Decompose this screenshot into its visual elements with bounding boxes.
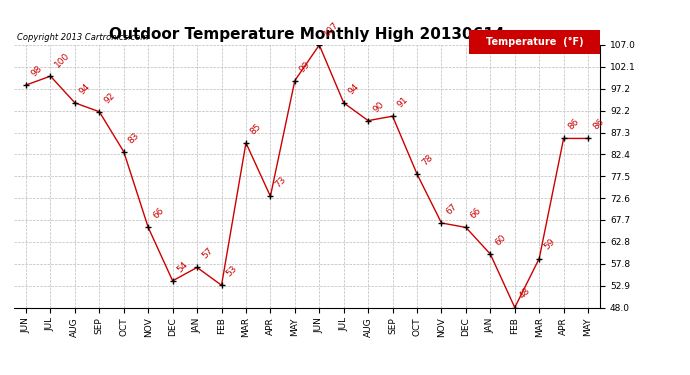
Text: 60: 60 bbox=[493, 233, 508, 248]
Text: 92: 92 bbox=[102, 91, 117, 105]
Text: 98: 98 bbox=[29, 64, 43, 78]
Text: 94: 94 bbox=[346, 82, 361, 96]
Text: 100: 100 bbox=[53, 51, 72, 69]
Text: 67: 67 bbox=[444, 202, 459, 216]
Text: 48: 48 bbox=[518, 286, 532, 301]
Text: Copyright 2013 Cartronics.com: Copyright 2013 Cartronics.com bbox=[17, 33, 148, 42]
Text: 66: 66 bbox=[151, 206, 166, 221]
Text: 86: 86 bbox=[591, 117, 606, 132]
Text: 90: 90 bbox=[371, 99, 386, 114]
Text: 66: 66 bbox=[469, 206, 483, 221]
Text: 78: 78 bbox=[420, 153, 435, 167]
Text: 85: 85 bbox=[249, 122, 264, 136]
Text: 54: 54 bbox=[175, 260, 190, 274]
Text: 57: 57 bbox=[200, 246, 215, 261]
Text: 53: 53 bbox=[224, 264, 239, 279]
Text: 107: 107 bbox=[322, 20, 341, 38]
Text: 94: 94 bbox=[78, 82, 92, 96]
Text: 73: 73 bbox=[273, 175, 288, 190]
Text: Temperature  (°F): Temperature (°F) bbox=[486, 37, 584, 47]
Text: 86: 86 bbox=[566, 117, 581, 132]
Text: 91: 91 bbox=[395, 95, 410, 110]
Text: 83: 83 bbox=[127, 130, 141, 145]
Title: Outdoor Temperature Monthly High 20130614: Outdoor Temperature Monthly High 2013061… bbox=[109, 27, 505, 42]
Text: 59: 59 bbox=[542, 237, 557, 252]
Text: 99: 99 bbox=[298, 59, 313, 74]
